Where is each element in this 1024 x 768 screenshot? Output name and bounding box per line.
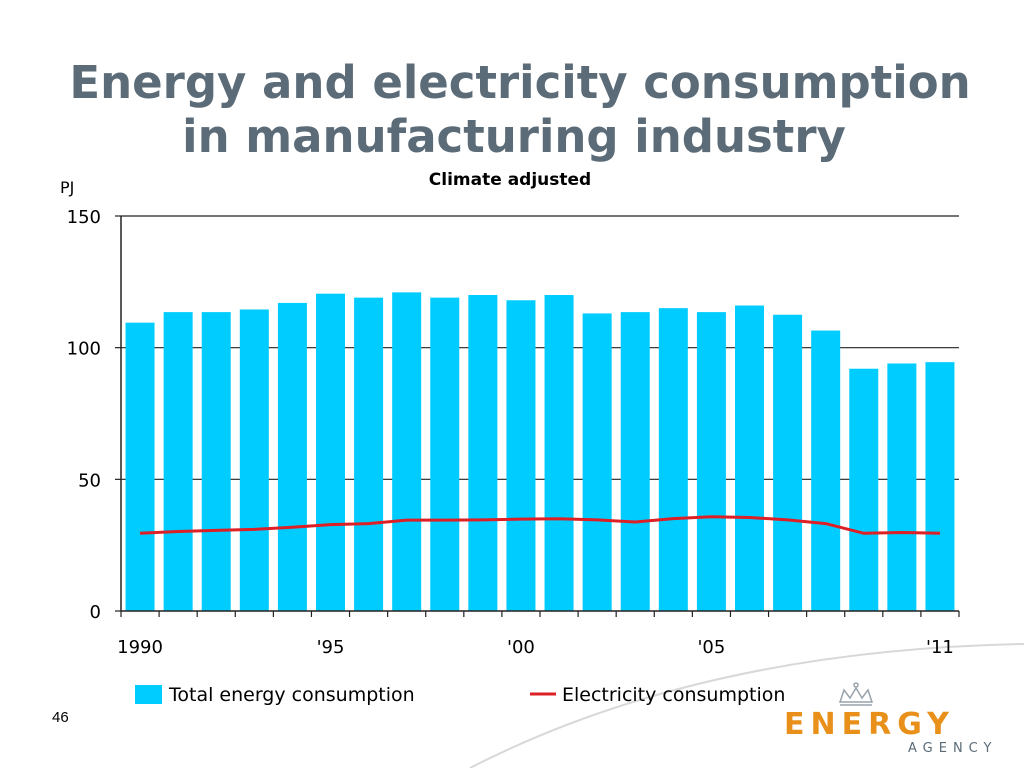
bar <box>392 292 422 611</box>
x-tick-label: '95 <box>317 637 345 658</box>
y-tick-label: 0 <box>90 602 101 623</box>
bar <box>277 302 307 611</box>
legend: Total energy consumption Electricity con… <box>135 684 785 706</box>
bar <box>582 313 612 611</box>
bar <box>544 295 574 611</box>
swoosh-curve <box>469 643 1024 768</box>
bar <box>925 362 955 611</box>
axes <box>115 215 960 617</box>
bar <box>125 322 155 611</box>
energy-agency-logo: ENERGY AGENCY <box>784 682 997 756</box>
bar <box>735 305 764 611</box>
y-tick-labels: 0 50 100 150 <box>67 207 101 623</box>
bar <box>620 312 650 611</box>
bar <box>430 297 460 611</box>
page-number: 46 <box>52 709 69 726</box>
legend-label-total-energy: Total energy consumption <box>168 684 415 706</box>
electricity-line <box>139 515 941 535</box>
bar <box>773 314 803 611</box>
y-tick-label: 50 <box>78 470 101 491</box>
crown-icon <box>838 682 874 706</box>
bar <box>316 293 345 611</box>
bar <box>506 300 536 611</box>
bar <box>849 368 879 611</box>
x-tick-label: 1990 <box>117 637 163 658</box>
logo-word: ENERGY <box>784 707 955 742</box>
x-tick-labels: 1990 '95 '00 '05 '11 <box>117 637 954 658</box>
decorative-swoosh <box>469 643 1024 768</box>
bar <box>239 309 269 611</box>
slide-title-line2: in manufacturing industry <box>182 110 846 163</box>
bar <box>468 295 498 611</box>
logo-sub: AGENCY <box>908 741 997 756</box>
y-tick-label: 150 <box>67 207 101 228</box>
bar <box>163 312 193 611</box>
x-tick-label: '11 <box>926 637 954 658</box>
slide-title-line1: Energy and electricity consumption <box>69 56 971 109</box>
bar <box>201 312 231 611</box>
y-tick-label: 100 <box>67 339 101 360</box>
x-tick-label: '00 <box>507 637 535 658</box>
legend-swatch-total-energy <box>135 685 162 704</box>
bar <box>658 308 688 611</box>
x-tick-label: '05 <box>697 637 725 658</box>
chart-subtitle: Climate adjusted <box>428 170 592 190</box>
bar <box>696 312 726 611</box>
y-axis-unit: PJ <box>60 178 75 197</box>
bar <box>811 330 841 611</box>
bar-series <box>125 292 955 611</box>
bar <box>887 363 917 611</box>
bar <box>354 297 384 611</box>
legend-label-electricity: Electricity consumption <box>562 684 785 706</box>
